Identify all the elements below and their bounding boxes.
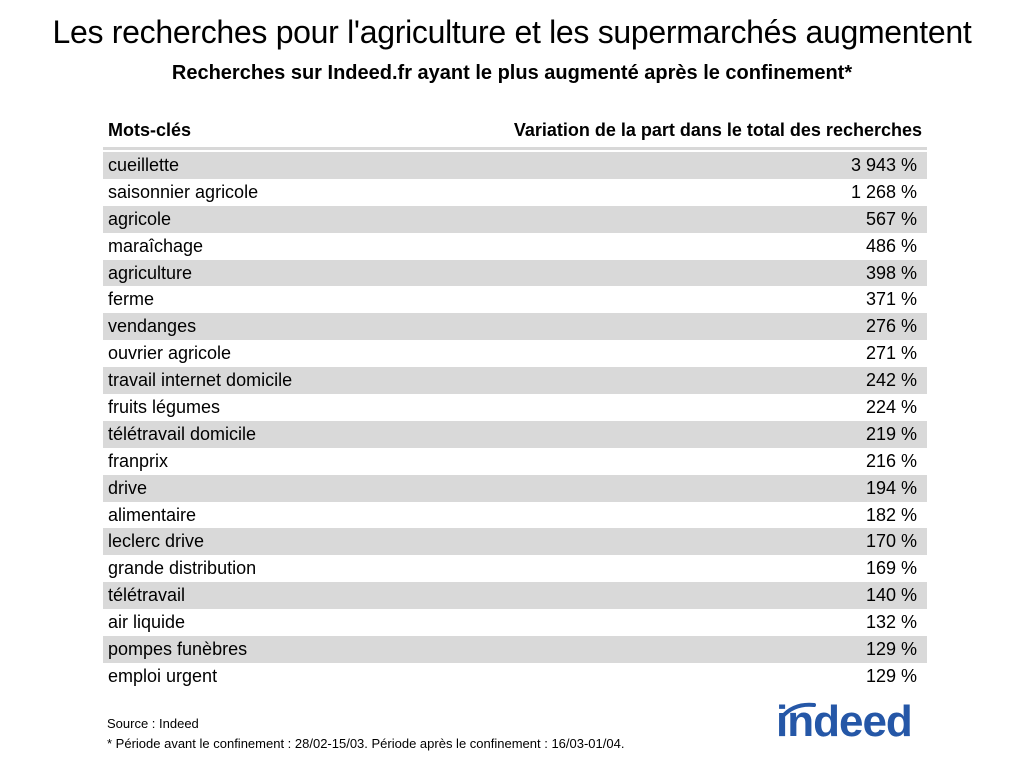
variation-cell: 1 268 % [850, 181, 917, 202]
keyword-cell: saisonnier agricole [108, 181, 259, 202]
keyword-cell: agriculture [108, 262, 193, 283]
source-note: Source : Indeed [107, 716, 199, 731]
keyword-cell: télétravail domicile [108, 423, 257, 444]
table-row: ferme 371 % [103, 286, 927, 313]
table-row: télétravail 140 % [103, 582, 927, 610]
table-row: leclerc drive 170 % [103, 528, 927, 556]
variation-cell: 129 % [865, 665, 917, 686]
table-row: fruits légumes 224 % [103, 394, 927, 421]
variation-cell: 129 % [865, 638, 917, 659]
keyword-cell: franprix [108, 450, 169, 471]
table-body: cueillette 3 943 % saisonnier agricole 1 26… [103, 152, 927, 690]
variation-cell: 169 % [865, 558, 917, 579]
table-row: emploi urgent 129 % [103, 663, 927, 690]
table-row: air liquide 132 % [103, 609, 927, 636]
keyword-cell: grande distribution [108, 558, 257, 579]
column-header-keywords: Mots-clés [108, 120, 192, 140]
chart-subtitle: Recherches sur Indeed.fr ayant le plus a… [171, 62, 853, 84]
table-header: Mots-clés Variation de la part dans le t… [103, 116, 927, 150]
variation-cell: 224 % [865, 396, 917, 417]
variation-cell: 271 % [865, 343, 917, 364]
keyword-cell: ferme [108, 289, 155, 310]
keyword-cell: vendanges [108, 316, 197, 337]
table-row: pompes funèbres 129 % [103, 636, 927, 663]
table-row: ouvrier agricole 271 % [103, 340, 927, 367]
table-row: grande distribution 169 % [103, 555, 927, 582]
keyword-cell: drive [108, 477, 148, 498]
variation-cell: 486 % [865, 235, 917, 256]
variation-cell: 132 % [865, 612, 917, 633]
variation-cell: 371 % [865, 289, 917, 310]
keyword-cell: ouvrier agricole [108, 343, 232, 364]
variation-cell: 140 % [865, 585, 917, 606]
logo-text: indeed [776, 697, 913, 746]
variation-cell: 182 % [865, 504, 917, 525]
variation-cell: 3 943 % [850, 154, 917, 175]
data-table: Mots-clés Variation de la part dans le t… [103, 116, 927, 690]
keyword-cell: pompes funèbres [108, 638, 248, 659]
keyword-cell: fruits légumes [108, 396, 221, 417]
keyword-cell: cueillette [108, 154, 180, 175]
table-row: saisonnier agricole 1 268 % [103, 179, 927, 206]
variation-cell: 194 % [865, 477, 917, 498]
variation-cell: 276 % [865, 316, 917, 337]
table-row: maraîchage 486 % [103, 233, 927, 260]
variation-cell: 170 % [865, 531, 917, 552]
keyword-cell: agricole [108, 208, 172, 229]
variation-cell: 567 % [865, 208, 917, 229]
keyword-cell: travail internet domicile [108, 370, 293, 391]
indeed-logo: indeed [776, 697, 936, 757]
table-row: drive 194 % [103, 474, 927, 502]
table-row: vendanges 276 % [103, 313, 927, 341]
table-row: agricole 567 % [103, 205, 927, 233]
keyword-cell: leclerc drive [108, 531, 205, 552]
variation-cell: 398 % [865, 262, 917, 283]
keyword-cell: alimentaire [108, 504, 197, 525]
keyword-cell: télétravail [108, 585, 186, 606]
table-row: agriculture 398 % [103, 259, 927, 287]
variation-cell: 216 % [865, 450, 917, 471]
chart-title: Les recherches pour l'agriculture et les… [52, 14, 972, 50]
column-header-variation: Variation de la part dans le total des r… [513, 120, 922, 140]
table-row: franprix 216 % [103, 448, 927, 475]
variation-cell: 242 % [865, 370, 917, 391]
keyword-cell: emploi urgent [108, 665, 218, 686]
keyword-cell: maraîchage [108, 235, 204, 256]
logo-arc-icon [780, 702, 816, 719]
footnotes: Source : Indeed * Période avant le confi… [107, 714, 624, 754]
table-row: télétravail domicile 219 % [103, 420, 927, 448]
table-row: travail internet domicile 242 % [103, 367, 927, 395]
variation-cell: 219 % [865, 423, 917, 444]
table-row: alimentaire 182 % [103, 502, 927, 529]
period-note: * Période avant le confinement : 28/02-1… [107, 736, 625, 751]
keyword-cell: air liquide [108, 612, 186, 633]
table-row: cueillette 3 943 % [103, 152, 927, 179]
